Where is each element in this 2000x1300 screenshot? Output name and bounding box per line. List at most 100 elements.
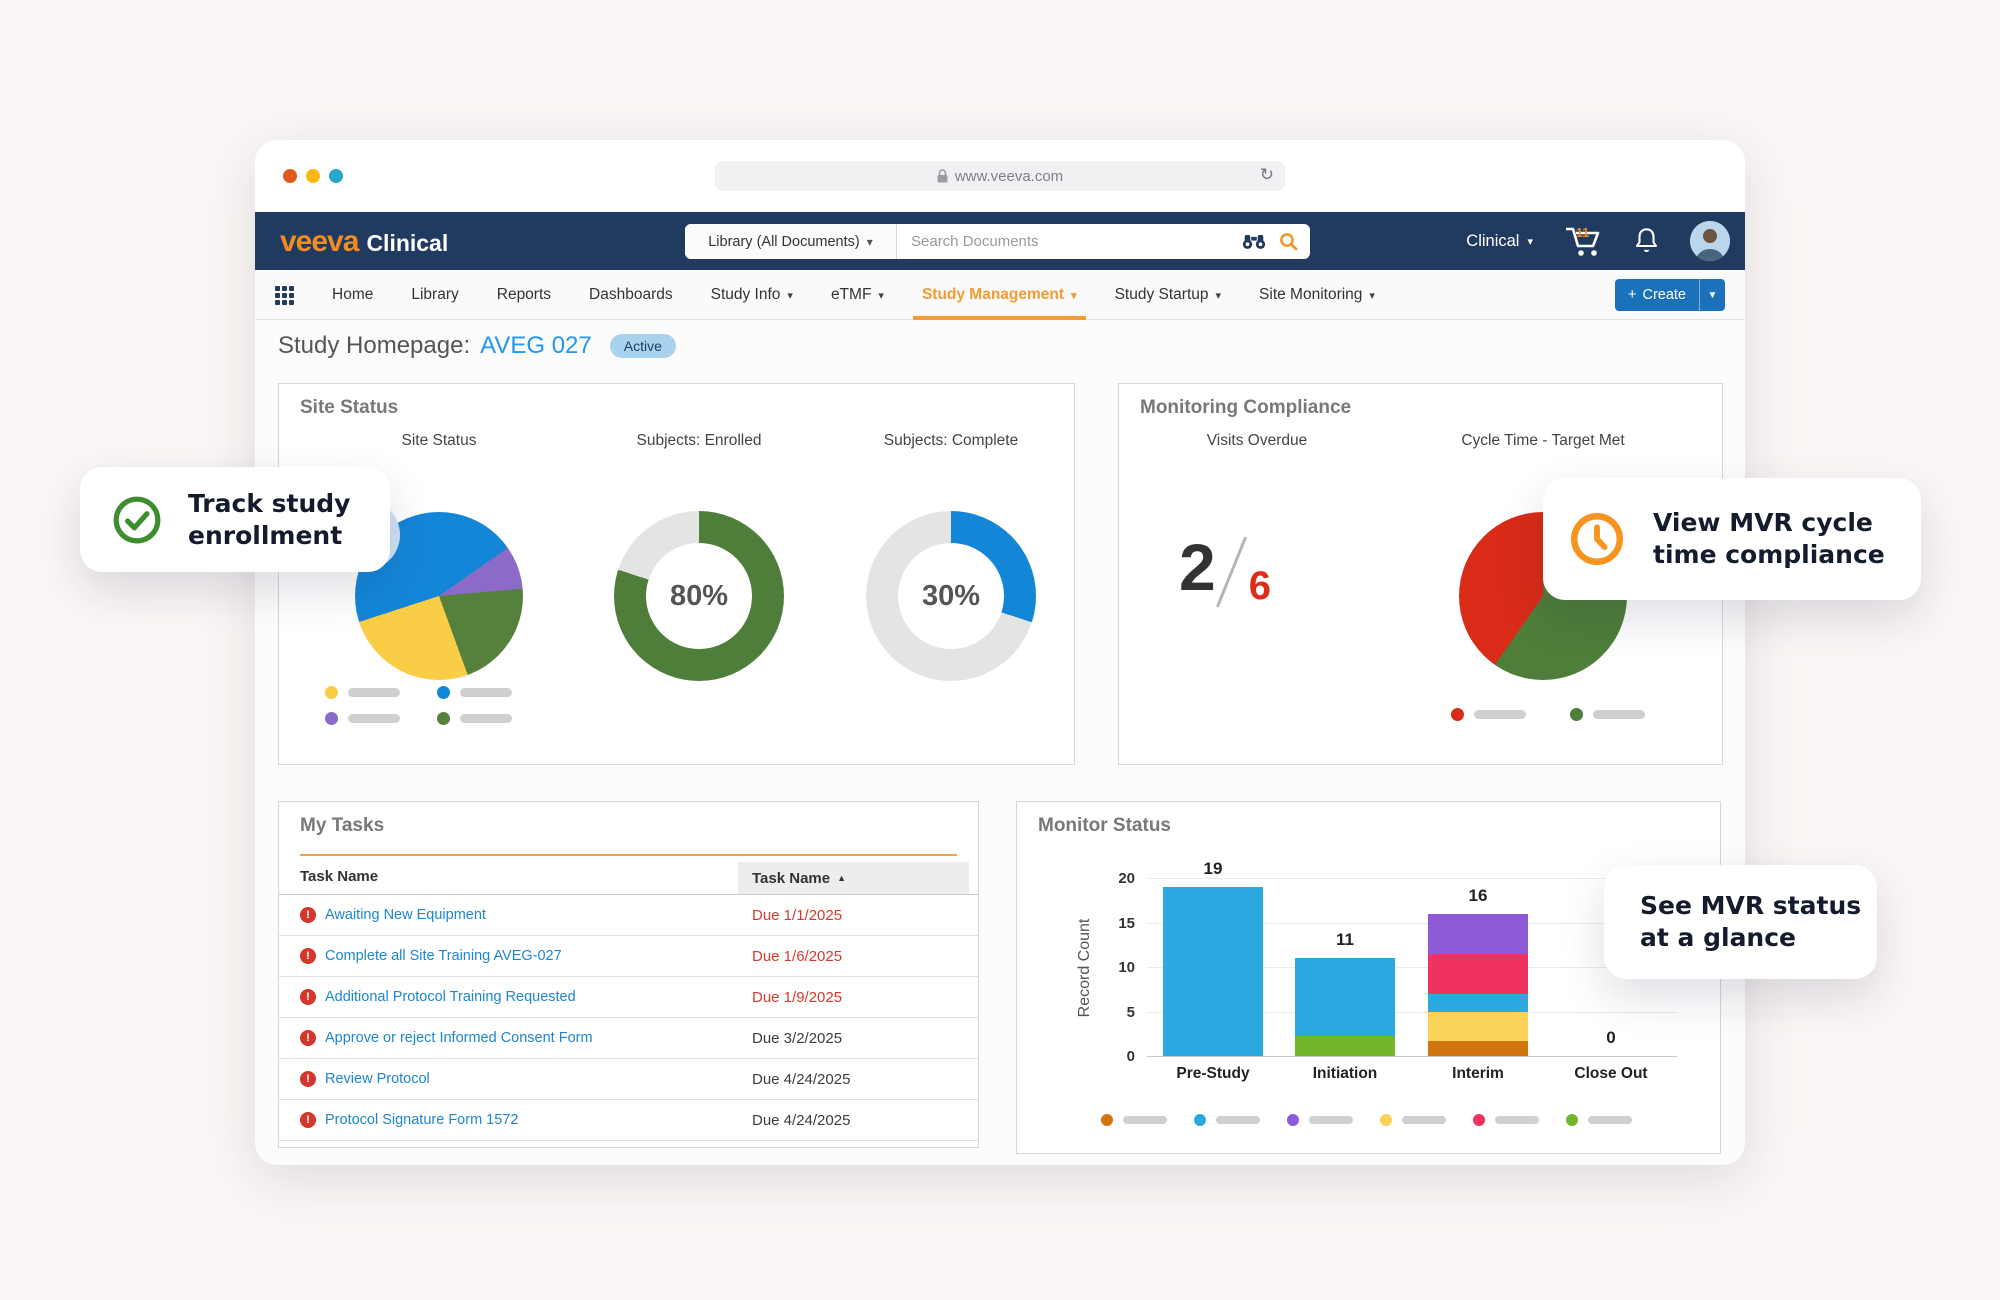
nav-item-etmf[interactable]: eTMF ▾ xyxy=(812,270,903,320)
zoom-window-button[interactable] xyxy=(329,169,343,183)
nav-item-home[interactable]: Home xyxy=(313,270,392,320)
lock-icon xyxy=(937,169,948,183)
user-avatar[interactable] xyxy=(1690,221,1730,261)
browser-chrome: www.veeva.com ↻ xyxy=(255,140,1745,212)
legend-label-pill xyxy=(1495,1116,1539,1124)
legend-item xyxy=(1451,708,1526,721)
search-input[interactable]: Search Documents xyxy=(911,233,1039,250)
y-axis-tick: 5 xyxy=(1126,1003,1135,1021)
cart-button[interactable]: 11 xyxy=(1563,223,1603,259)
legend-dot xyxy=(437,712,450,725)
gridline xyxy=(1147,1011,1677,1013)
table-row: ! Awaiting New Equipment Due 1/1/2025 xyxy=(279,895,978,936)
nav-item-label: Home xyxy=(332,286,374,303)
legend-item xyxy=(437,686,549,699)
nav-item-site-monitoring[interactable]: Site Monitoring ▾ xyxy=(1240,270,1394,320)
app-grid-icon[interactable] xyxy=(275,286,295,306)
legend-dot xyxy=(1194,1114,1206,1126)
account-menu[interactable]: Clinical ▾ xyxy=(1466,232,1533,251)
nav-item-library[interactable]: Library xyxy=(392,270,477,320)
visits-overdue-metric: 2 6 xyxy=(1179,534,1349,610)
chart-title-visits-overdue: Visits Overdue xyxy=(1206,432,1308,449)
task-link[interactable]: Review Protocol xyxy=(325,1071,430,1087)
metric-divider xyxy=(1215,536,1247,608)
task-due-date: Due 1/6/2025 xyxy=(752,947,843,965)
bar-interim xyxy=(1428,913,1528,1056)
bar-value-label: 16 xyxy=(1468,885,1488,905)
bar-segment xyxy=(1428,953,1528,994)
notifications-bell-icon[interactable] xyxy=(1633,226,1660,256)
legend-label-pill xyxy=(1309,1116,1353,1124)
cart-icon xyxy=(1566,227,1600,256)
callout-text-line: Track study xyxy=(188,488,351,518)
study-id-link[interactable]: AVEG 027 xyxy=(480,332,592,359)
callout-text-line: View MVR cycle xyxy=(1653,508,1873,537)
card-title: Site Status xyxy=(300,397,399,418)
legend-dot xyxy=(325,686,338,699)
nav-item-study-info[interactable]: Study Info ▾ xyxy=(692,270,812,320)
task-link[interactable]: Protocol Signature Form 1572 xyxy=(325,1112,519,1128)
close-window-button[interactable] xyxy=(283,169,297,183)
nav-item-dashboards[interactable]: Dashboards xyxy=(570,270,692,320)
task-due-date: Due 1/1/2025 xyxy=(752,906,843,924)
veeva-logo: veeva Clinical xyxy=(280,225,448,259)
status-badge: Active xyxy=(609,334,676,358)
site-status-card: Site Status Site Status Subjects: Enroll… xyxy=(278,383,1075,765)
legend-item xyxy=(1380,1114,1446,1126)
overdue-alert-icon: ! xyxy=(300,907,316,923)
task-link[interactable]: Additional Protocol Training Requested xyxy=(325,989,576,1005)
y-axis-tick: 20 xyxy=(1118,870,1135,887)
my-tasks-card: My Tasks Task Name Task Name ▲ ! Awaiting… xyxy=(278,801,979,1148)
nav-item-study-startup[interactable]: Study Startup ▾ xyxy=(1096,270,1240,320)
callout-view-mvr-cycle: View MVR cycle time compliance xyxy=(1543,478,1921,600)
nav-item-study-management[interactable]: Study Management ▾ xyxy=(903,270,1096,320)
card-title: My Tasks xyxy=(300,815,385,836)
search-icon[interactable] xyxy=(1279,232,1298,251)
column-header-sorted[interactable]: Task Name ▲ xyxy=(738,862,969,894)
overdue-alert-icon: ! xyxy=(300,989,316,1005)
bar-segment xyxy=(1295,958,1395,1037)
nav-item-label: Study Info xyxy=(710,286,781,303)
minimize-window-button[interactable] xyxy=(306,169,320,183)
card-title: Monitoring Compliance xyxy=(1140,397,1352,418)
dashboard-content: Study Homepage: AVEG 027 Active Site Sta… xyxy=(255,320,1745,1165)
legend-label-pill xyxy=(1588,1116,1632,1124)
gridline xyxy=(1147,922,1677,924)
legend-label-pill xyxy=(348,688,400,697)
nav-item-reports[interactable]: Reports xyxy=(478,270,570,320)
task-link[interactable]: Awaiting New Equipment xyxy=(325,907,486,923)
callout-see-mvr-status: See MVR status at a glance xyxy=(1604,865,1877,979)
overdue-alert-icon: ! xyxy=(300,948,316,964)
legend-item xyxy=(1194,1114,1260,1126)
y-axis-tick: 0 xyxy=(1126,1048,1135,1065)
x-axis-label: Initiation xyxy=(1312,1065,1378,1082)
legend-label-pill xyxy=(460,714,512,723)
monitor-status-card: Monitor Status Record Count 0 5 10 15 20 19 Pr… xyxy=(1016,801,1721,1154)
x-axis-label: Pre-Study xyxy=(1176,1065,1250,1082)
table-row: ! Complete all Site Training AVEG-027 Due … xyxy=(279,936,978,977)
legend-dot xyxy=(1101,1114,1113,1126)
chart-title-site-status: Site Status xyxy=(401,432,477,449)
visits-total-value: 6 xyxy=(1248,564,1271,608)
create-button[interactable]: + Create xyxy=(1615,279,1699,311)
card-accent-rule xyxy=(300,854,957,856)
nav-item-label: Study Startup xyxy=(1114,286,1209,303)
x-axis-label: Close Out xyxy=(1574,1065,1648,1082)
task-link[interactable]: Approve or reject Informed Consent Form xyxy=(325,1030,593,1046)
search-scope-dropdown[interactable]: Library (All Documents) ▾ xyxy=(685,224,897,259)
subjects-complete-donut-chart: 30% xyxy=(866,511,1036,681)
card-title: Monitor Status xyxy=(1038,815,1171,836)
legend-item xyxy=(437,712,549,725)
reload-icon[interactable]: ↻ xyxy=(1259,165,1274,184)
legend-dot xyxy=(1287,1114,1299,1126)
nav-item-label: Site Monitoring xyxy=(1259,286,1363,303)
monitor-status-bar-chart: Record Count 0 5 10 15 20 19 Pre-Study 11 Initia… xyxy=(1076,859,1677,1082)
binoculars-icon[interactable] xyxy=(1241,233,1267,250)
chevron-down-icon: ▾ xyxy=(1071,289,1077,302)
url-bar[interactable]: www.veeva.com ↻ xyxy=(715,161,1285,191)
monitor-status-legend xyxy=(1101,1114,1632,1126)
chevron-down-icon: ▾ xyxy=(1369,289,1375,302)
task-link[interactable]: Complete all Site Training AVEG-027 xyxy=(325,948,562,964)
create-dropdown-button[interactable]: ▼ xyxy=(1699,279,1725,311)
sort-ascending-icon: ▲ xyxy=(837,873,847,883)
